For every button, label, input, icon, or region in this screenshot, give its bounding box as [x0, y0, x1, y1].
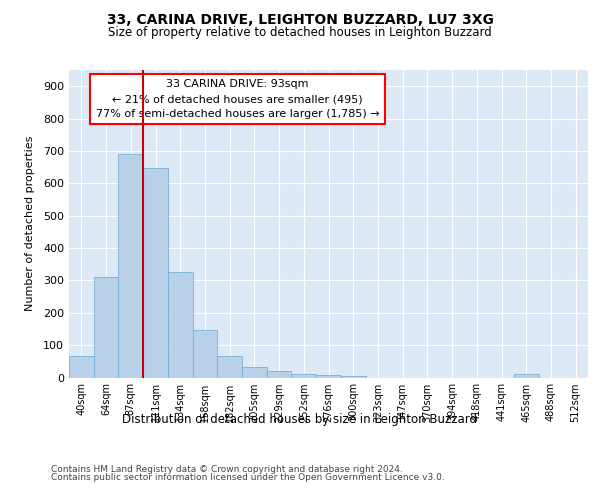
Bar: [143, 168, 168, 378]
Bar: [292, 374, 316, 378]
Bar: [193, 330, 217, 378]
Bar: [341, 376, 365, 378]
Bar: [69, 356, 94, 378]
Bar: [316, 375, 341, 378]
Bar: [217, 356, 242, 378]
Bar: [168, 272, 193, 378]
Bar: [514, 374, 539, 378]
Text: 33 CARINA DRIVE: 93sqm
← 21% of detached houses are smaller (495)
77% of semi-de: 33 CARINA DRIVE: 93sqm ← 21% of detached…: [96, 79, 379, 119]
Text: Contains HM Land Registry data © Crown copyright and database right 2024.: Contains HM Land Registry data © Crown c…: [51, 465, 403, 474]
Text: Distribution of detached houses by size in Leighton Buzzard: Distribution of detached houses by size …: [122, 412, 478, 426]
Text: 33, CARINA DRIVE, LEIGHTON BUZZARD, LU7 3XG: 33, CARINA DRIVE, LEIGHTON BUZZARD, LU7 …: [107, 12, 493, 26]
Y-axis label: Number of detached properties: Number of detached properties: [25, 136, 35, 312]
Bar: [94, 277, 118, 378]
Bar: [118, 154, 143, 378]
Text: Size of property relative to detached houses in Leighton Buzzard: Size of property relative to detached ho…: [108, 26, 492, 39]
Bar: [242, 367, 267, 378]
Text: Contains public sector information licensed under the Open Government Licence v3: Contains public sector information licen…: [51, 472, 445, 482]
Bar: [267, 371, 292, 378]
